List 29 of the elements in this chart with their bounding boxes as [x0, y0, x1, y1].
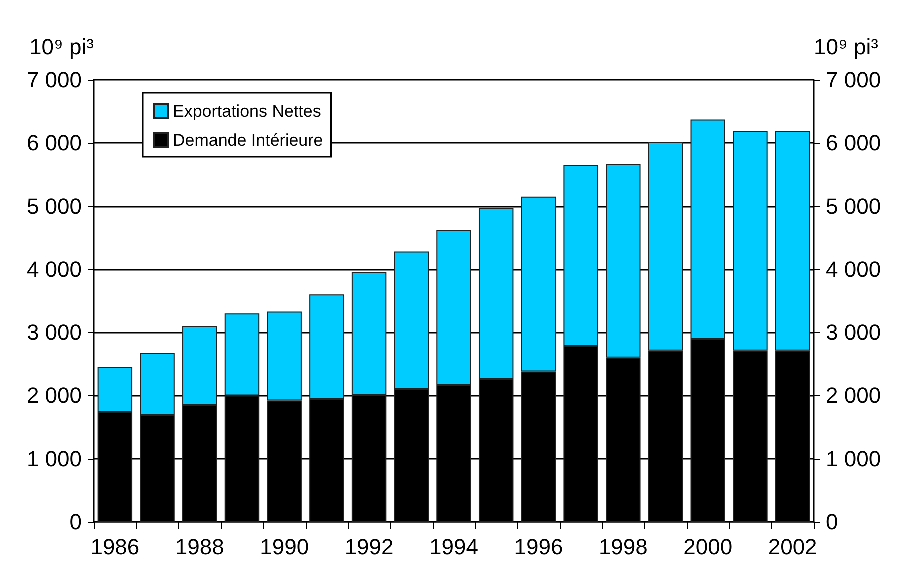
x-tick-label: 1996 [514, 534, 564, 560]
y-tick-label: 6 000 [26, 130, 82, 156]
x-tick-label: 1994 [430, 534, 478, 560]
y2-tick-label: 7 000 [826, 68, 882, 92]
y-axis-title: 10⁹ pi³ [30, 34, 94, 60]
y2-tick-label: 0 [826, 510, 838, 534]
y2-tick-label: 2 000 [826, 383, 882, 408]
y2-tick-label: 3 000 [826, 320, 882, 346]
y2-tick-label: 5 000 [826, 194, 882, 219]
y-tick-label: 0 [70, 510, 82, 534]
x-tick-label: 1992 [344, 534, 394, 560]
y2-tick-label: 6 000 [826, 130, 882, 156]
y-tick-label: 2 000 [26, 383, 82, 408]
y2-tick-label: 1 000 [826, 446, 882, 472]
legend-label: Demande Intérieure [173, 131, 324, 150]
y-tick-label: 4 000 [26, 256, 82, 282]
legend-label: Exportations Nettes [173, 102, 322, 121]
x-tick-label: 1990 [260, 534, 310, 560]
x-tick-label: 2002 [768, 534, 818, 560]
x-tick-label: 2000 [684, 534, 733, 560]
y-tick-label: 3 000 [26, 320, 82, 346]
y-tick-label: 1 000 [26, 446, 82, 472]
x-tick-label: 1986 [90, 534, 140, 560]
y2-axis-title: 10⁹ pi³ [814, 34, 878, 60]
y-tick-label: 5 000 [26, 194, 82, 219]
x-tick-label: 1988 [175, 534, 224, 560]
x-tick-label: 1998 [598, 534, 648, 560]
y2-tick-label: 4 000 [826, 256, 882, 282]
y-tick-label: 7 000 [26, 68, 82, 92]
